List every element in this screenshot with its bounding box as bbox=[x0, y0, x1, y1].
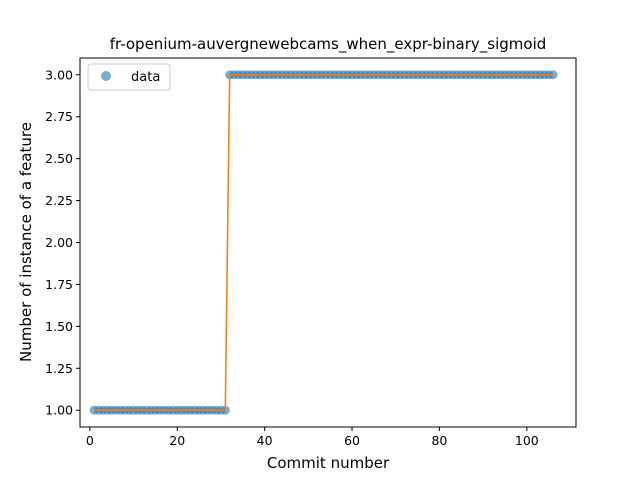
x-tick-label: 60 bbox=[344, 433, 360, 448]
x-tick-label: 20 bbox=[169, 433, 185, 448]
legend-box bbox=[87, 63, 171, 91]
x-tick-label: 0 bbox=[86, 433, 94, 448]
legend-label-data: data bbox=[131, 70, 160, 85]
legend-marker bbox=[101, 71, 111, 81]
chart-title: fr-openium-auvergnewebcams_when_expr-bin… bbox=[110, 35, 547, 54]
y-tick-label: 2.00 bbox=[45, 235, 73, 250]
x-axis-ticks: 0 20 40 60 80 100 bbox=[86, 427, 539, 448]
y-axis-ticks: 1.00 1.25 1.50 1.75 2.00 2.25 2.50 2.75 3.00 bbox=[45, 67, 80, 418]
x-axis-label: Commit number bbox=[267, 454, 390, 472]
y-tick-label: 1.50 bbox=[45, 319, 73, 334]
y-tick-label: 2.25 bbox=[45, 193, 73, 208]
y-tick-label: 1.75 bbox=[45, 277, 73, 292]
plot-marks bbox=[89, 70, 558, 415]
y-tick-label: 1.25 bbox=[45, 361, 73, 376]
series-line bbox=[94, 73, 554, 412]
y-tick-label: 2.50 bbox=[45, 151, 73, 166]
plot-frame bbox=[79, 57, 577, 428]
x-tick-label: 40 bbox=[257, 433, 273, 448]
x-tick-label: 80 bbox=[431, 433, 447, 448]
y-tick-label: 3.00 bbox=[45, 67, 73, 82]
x-tick-label: 100 bbox=[515, 433, 539, 448]
legend: data bbox=[87, 63, 171, 91]
y-tick-label: 2.75 bbox=[45, 109, 73, 124]
y-axis-label: Number of instance of a feature bbox=[17, 122, 35, 362]
y-tick-label: 1.00 bbox=[45, 403, 73, 418]
